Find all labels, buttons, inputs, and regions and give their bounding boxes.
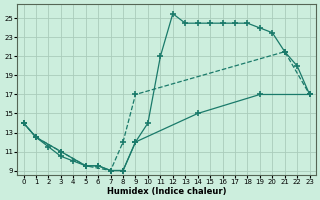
X-axis label: Humidex (Indice chaleur): Humidex (Indice chaleur) bbox=[107, 187, 226, 196]
